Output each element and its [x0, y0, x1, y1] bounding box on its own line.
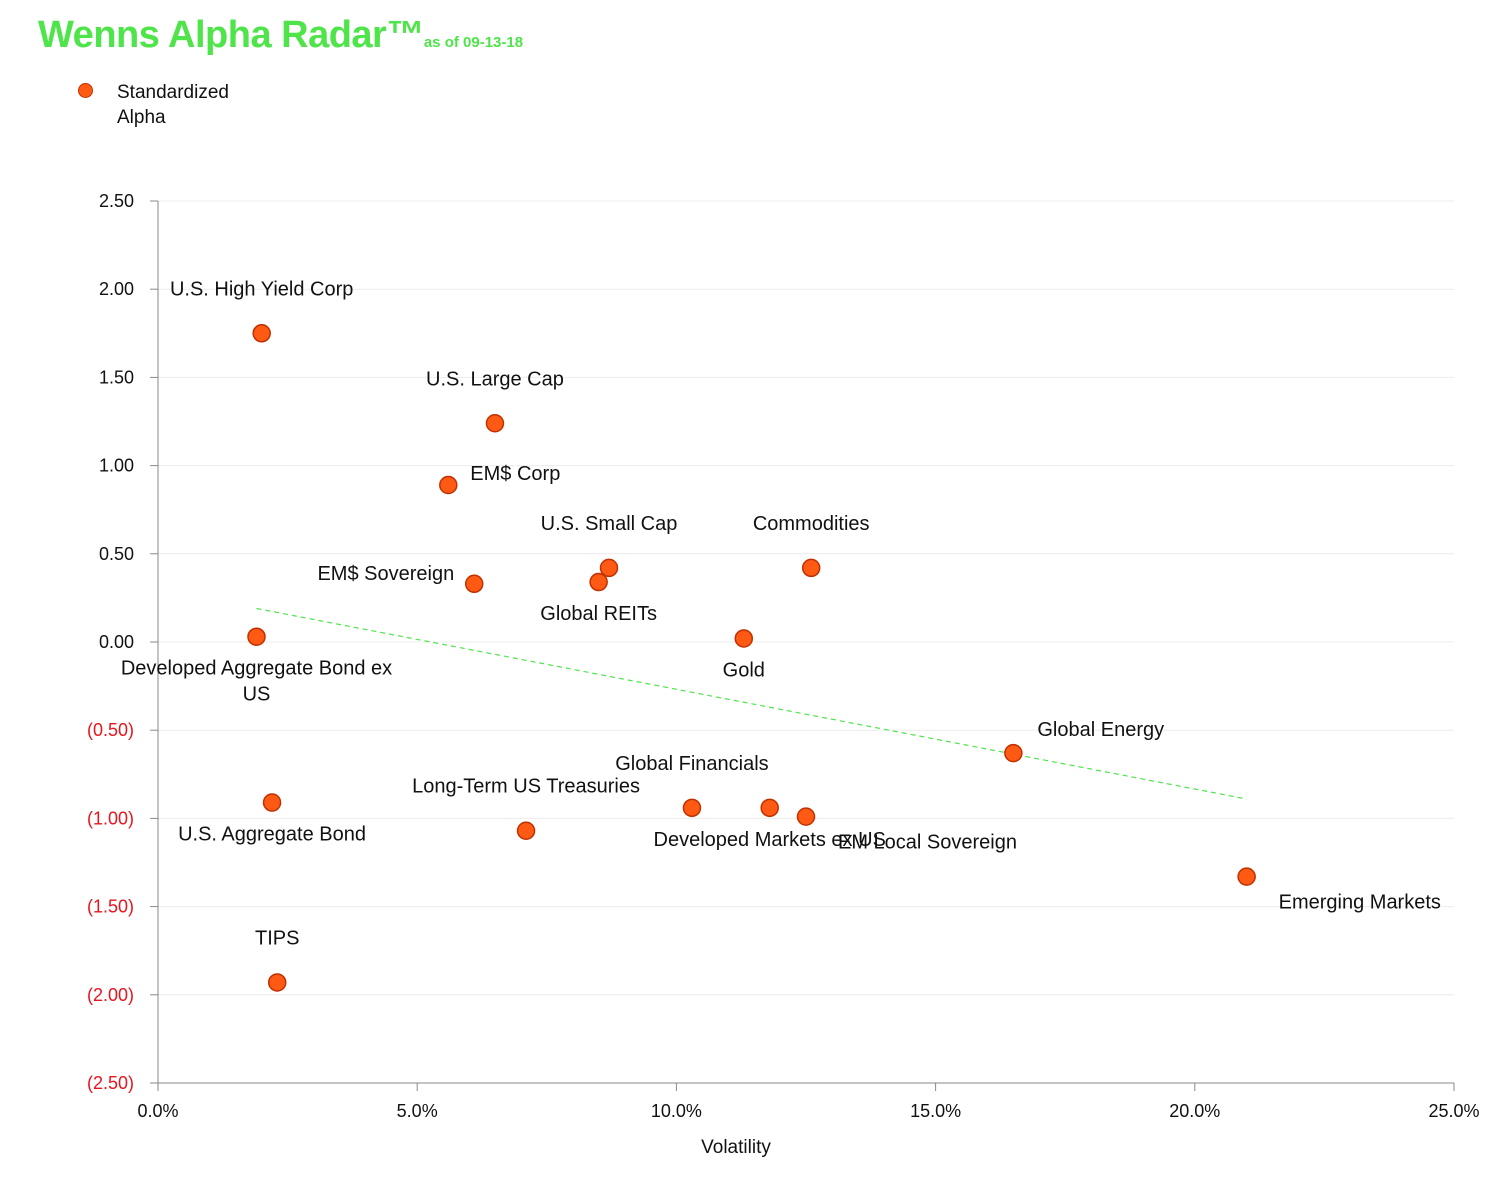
data-point — [464, 574, 484, 594]
data-label: Global Energy — [1037, 719, 1164, 741]
y-tick-label: (1.00) — [87, 808, 134, 828]
data-point — [1004, 743, 1023, 763]
data-label: U.S. High Yield Corp — [170, 278, 353, 300]
data-label: Long-Term US Treasuries — [412, 776, 640, 798]
data-label: Global REITs — [540, 603, 657, 625]
axes — [150, 200, 1455, 1091]
y-tick-label: (1.50) — [87, 897, 134, 917]
data-point — [599, 558, 619, 578]
data-label: U.S. Small Cap — [541, 513, 678, 535]
data-label: Developed Aggregate Bond ex US — [121, 658, 392, 706]
data-label: EM$ Corp — [470, 463, 560, 485]
data-label: Developed Markets ex US — [654, 829, 886, 851]
data-point — [247, 627, 266, 646]
data-point — [760, 798, 779, 818]
data-label: U.S. Aggregate Bond — [178, 824, 366, 846]
x-tick-label: 15.0% — [910, 1101, 961, 1121]
x-tick-label: 10.0% — [651, 1101, 702, 1121]
data-point — [801, 558, 821, 578]
y-tick-label: 0.00 — [99, 632, 134, 652]
legend-label: Standardized Alpha — [117, 82, 229, 128]
legend-marker — [78, 83, 93, 98]
data-point — [734, 629, 754, 648]
y-tick-label: (2.00) — [87, 985, 134, 1005]
chart-title: Wenns Alpha Radar™as of 09-13-18 — [38, 14, 523, 57]
data-label: Gold — [723, 659, 765, 681]
data-label: Commodities — [753, 513, 870, 535]
data-point — [262, 793, 282, 812]
data-point — [485, 414, 505, 433]
x-tick-label: 5.0% — [397, 1101, 438, 1121]
trendline-group — [256, 607, 1247, 800]
data-label: EM Local Sovereign — [838, 832, 1017, 854]
data-points — [247, 324, 1256, 992]
y-tick-label: 0.50 — [99, 544, 134, 564]
y-tick-label: (0.50) — [87, 720, 134, 740]
y-tick-label: (2.50) — [87, 1073, 134, 1093]
data-point — [682, 798, 702, 818]
trendline — [256, 607, 1247, 800]
data-label: Global Financials — [615, 753, 768, 775]
y-tick-label: 2.50 — [99, 191, 134, 211]
y-tick-label: 2.00 — [99, 279, 134, 299]
title-main: Wenns Alpha Radar™ — [38, 14, 424, 56]
title-subtitle: as of 09-13-18 — [423, 34, 524, 51]
data-label: EM$ Sovereign — [317, 563, 454, 585]
x-tick-label: 0.0% — [137, 1101, 178, 1121]
data-point — [516, 821, 536, 840]
y-tick-label: 1.00 — [99, 456, 134, 476]
data-point — [796, 807, 816, 826]
x-axis-title: Volatility — [701, 1137, 771, 1158]
data-point — [589, 572, 608, 592]
y-tick-label: 1.50 — [99, 367, 134, 387]
data-label: Emerging Markets — [1279, 892, 1441, 914]
data-point — [1237, 867, 1256, 886]
data-point — [439, 475, 458, 495]
data-point — [252, 324, 271, 343]
legend: Standardized Alpha — [78, 80, 257, 130]
data-label: TIPS — [255, 927, 299, 949]
data-point — [267, 973, 287, 992]
x-tick-label: 20.0% — [1169, 1101, 1220, 1121]
data-label: U.S. Large Cap — [426, 368, 564, 390]
data-labels: U.S. High Yield Corp U.S. Large Cap EM$ Co… — [121, 278, 1441, 949]
x-tick-label: 25.0% — [1428, 1101, 1479, 1121]
tick-labels: 2.50 2.00 1.50 1.00 0.50 0.00 (0.50) (1.00) (1.5… — [87, 191, 1480, 1121]
gridlines — [158, 200, 1454, 1084]
